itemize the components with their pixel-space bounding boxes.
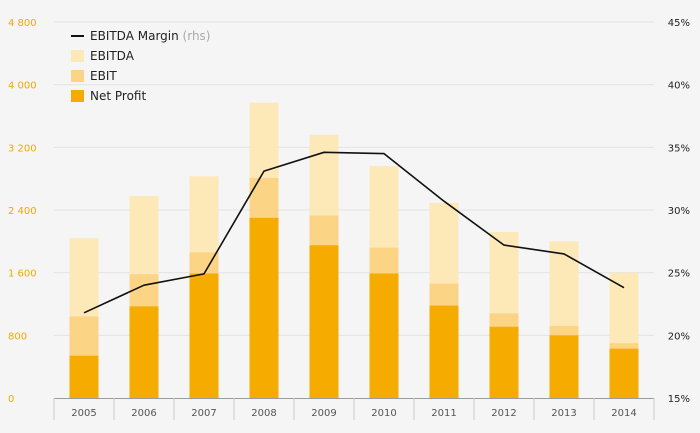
x-tick-label: 2009 xyxy=(311,408,336,419)
y-left-tick-label: 800 xyxy=(8,331,27,342)
bar-net-profit xyxy=(249,217,279,398)
y-right-tick-label: 35% xyxy=(668,143,690,154)
x-tick-label: 2012 xyxy=(491,408,516,419)
y-right-tick-label: 20% xyxy=(668,331,690,342)
legend-swatch xyxy=(71,50,84,62)
axes: 0 800 1 600 2 400 3 200 4 000 4 800 15% 20% 25% 30… xyxy=(8,18,690,420)
bar-net-profit xyxy=(429,305,459,398)
y-left-tick-label: 1 600 xyxy=(8,269,37,280)
x-tick-label: 2010 xyxy=(371,408,396,419)
legend-label: Net Profit xyxy=(90,89,146,103)
legend-swatch xyxy=(71,90,84,102)
margin-line-layer xyxy=(83,151,625,314)
legend-label: EBIT xyxy=(90,69,117,83)
x-tick-label: 2011 xyxy=(431,408,456,419)
legend: EBITDA Margin (rhs) EBITDA EBIT Net Profit xyxy=(71,29,211,103)
bar-net-profit xyxy=(129,306,159,398)
bar-net-profit xyxy=(309,245,339,398)
legend-label-suffix: (rhs) xyxy=(183,29,211,43)
bar-net-profit xyxy=(609,348,639,398)
legend-label: EBITDA Margin (rhs) xyxy=(90,29,211,43)
y-left-tick-label: 4 000 xyxy=(8,81,37,92)
bar-net-profit xyxy=(549,335,579,398)
y-left-tick-label: 0 xyxy=(8,394,14,405)
y-right-tick-label: 40% xyxy=(668,81,690,92)
legend-swatch xyxy=(71,70,84,82)
y-left-tick-label: 4 800 xyxy=(8,18,37,29)
x-tick-label: 2006 xyxy=(131,408,156,419)
y-right-tick-label: 15% xyxy=(668,394,690,405)
y-right-tick-label: 30% xyxy=(668,206,690,217)
legend-label: EBITDA xyxy=(90,49,135,63)
y-left-tick-label: 2 400 xyxy=(8,206,37,217)
x-tick-label: 2014 xyxy=(611,408,636,419)
x-tick-label: 2005 xyxy=(71,408,96,419)
y-right-tick-label: 25% xyxy=(668,269,690,280)
bar-net-profit xyxy=(69,355,99,398)
x-tick-label: 2007 xyxy=(191,408,216,419)
y-right-tick-label: 45% xyxy=(668,18,690,29)
bar-net-profit xyxy=(189,273,219,398)
bar-net-profit xyxy=(369,273,399,398)
y-left-tick-label: 3 200 xyxy=(8,143,37,154)
x-tick-label: 2013 xyxy=(551,408,576,419)
line-ebitda-margin xyxy=(83,151,625,314)
x-tick-label: 2008 xyxy=(251,408,276,419)
bar-net-profit xyxy=(489,326,519,398)
bars xyxy=(69,102,639,399)
